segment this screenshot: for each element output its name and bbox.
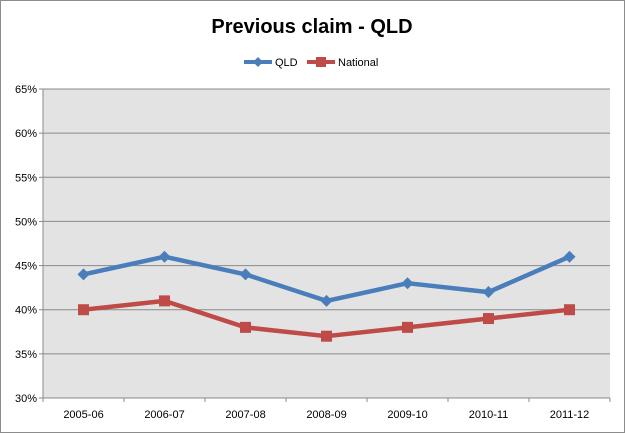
legend-label-national: National bbox=[338, 57, 378, 69]
data-point-qld bbox=[482, 286, 495, 299]
y-tick-label: 45% bbox=[15, 261, 37, 273]
data-point-national bbox=[321, 330, 332, 342]
data-point-qld bbox=[563, 250, 576, 263]
x-tick-label: 2006-07 bbox=[144, 409, 184, 421]
x-tick-label: 2005-06 bbox=[63, 409, 103, 421]
x-tick-label: 2008-09 bbox=[306, 409, 346, 421]
chart-legend: QLD National bbox=[244, 57, 378, 69]
data-point-national bbox=[564, 304, 575, 316]
plot-area bbox=[43, 89, 610, 398]
data-point-national bbox=[78, 304, 89, 316]
y-tick-label: 65% bbox=[15, 84, 37, 96]
data-point-qld bbox=[77, 268, 90, 281]
x-tick-label: 2011-12 bbox=[550, 409, 590, 421]
data-point-national bbox=[240, 321, 251, 333]
y-tick-label: 35% bbox=[15, 349, 37, 361]
axes bbox=[42, 89, 610, 399]
data-point-national bbox=[402, 321, 413, 333]
legend-marker-national bbox=[316, 57, 326, 67]
data-point-national bbox=[483, 313, 494, 325]
y-tick-label: 55% bbox=[15, 172, 37, 184]
x-axis-ticks: 2005-06 2006-07 2007-08 2008-09 2009-10 2010-… bbox=[42, 398, 611, 421]
data-point-qld bbox=[401, 277, 414, 290]
data-point-qld bbox=[320, 294, 333, 307]
x-tick-label: 2010-11 bbox=[469, 409, 509, 421]
y-axis-ticks: 30% 35% 40% 45% 50% 55% 60% 65% bbox=[15, 84, 43, 405]
x-tick-label: 2007-08 bbox=[225, 409, 265, 421]
legend-marker-qld bbox=[253, 57, 263, 67]
legend-label-qld: QLD bbox=[275, 57, 298, 69]
y-tick-label: 40% bbox=[15, 305, 37, 317]
gridlines bbox=[43, 88, 610, 399]
data-point-qld bbox=[158, 250, 171, 263]
y-tick-label: 50% bbox=[15, 216, 37, 228]
data-point-national bbox=[159, 295, 170, 307]
y-tick-label: 30% bbox=[15, 393, 37, 405]
chart-title: Previous claim - QLD bbox=[211, 16, 412, 38]
x-tick-label: 2009-10 bbox=[387, 409, 427, 421]
data-point-qld bbox=[239, 268, 252, 281]
series-lines bbox=[77, 250, 576, 342]
y-tick-label: 60% bbox=[15, 128, 37, 140]
